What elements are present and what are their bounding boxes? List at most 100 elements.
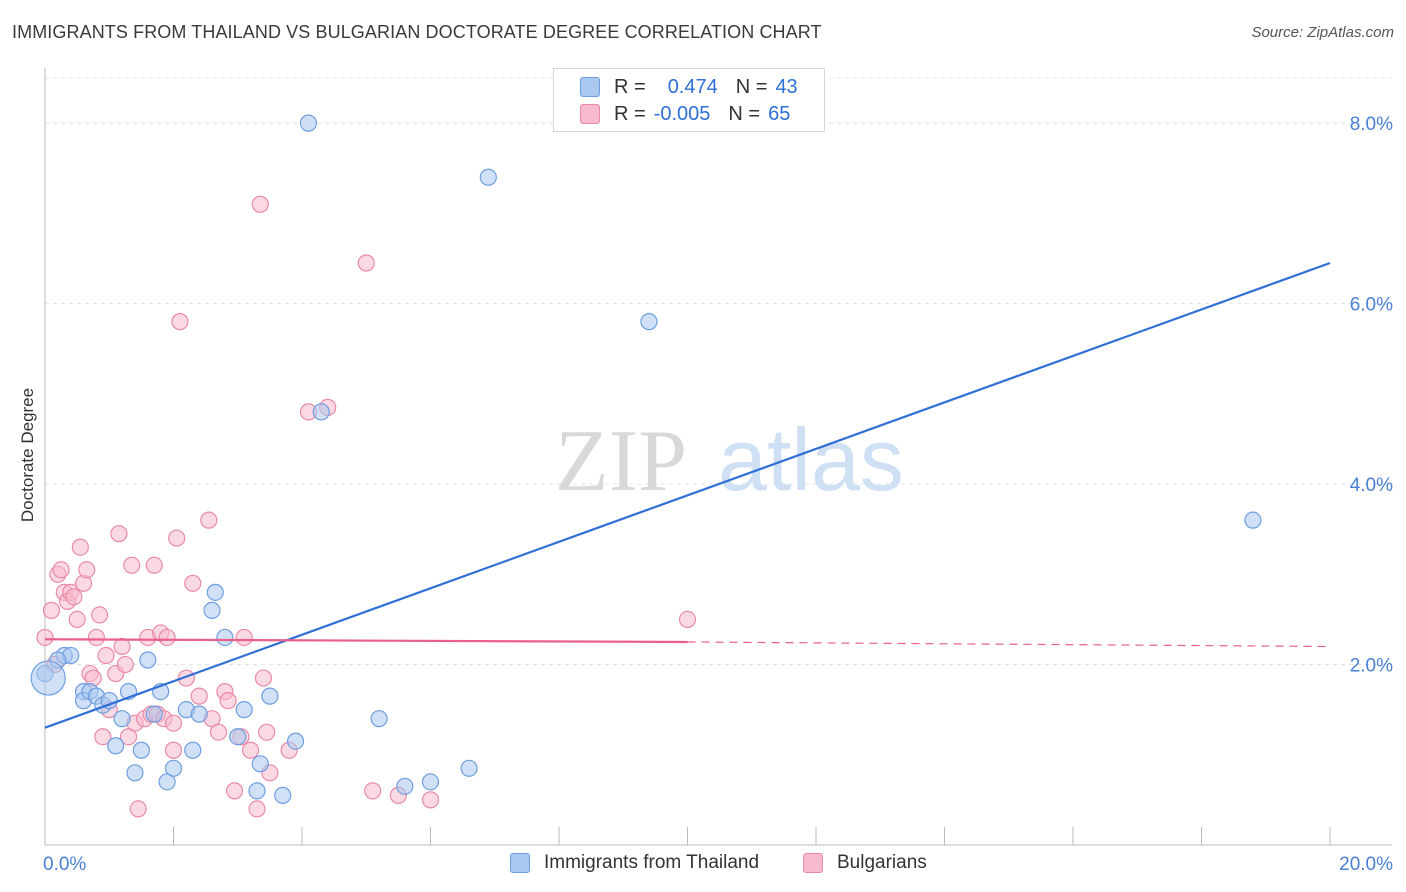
point-thailand bbox=[164, 759, 183, 777]
legend-row-bulgarians: R = -0.005 N = 65 bbox=[580, 102, 790, 126]
legend-item-thailand[interactable]: Immigrants from Thailand bbox=[510, 852, 759, 874]
point-thailand bbox=[640, 313, 658, 331]
point-thailand bbox=[396, 777, 414, 795]
point-thailand bbox=[274, 786, 292, 804]
legend-n-label: N = bbox=[735, 75, 768, 98]
trend-line-thailand bbox=[44, 261, 1331, 729]
legend-row-thailand: R = 0.474 N = 43 bbox=[580, 75, 798, 99]
point-bulgarians bbox=[36, 628, 54, 647]
point-bulgarians bbox=[52, 561, 70, 579]
x-tick-label-max: 20.0% bbox=[1339, 854, 1393, 875]
watermark-atlas: atlas bbox=[718, 410, 904, 509]
point-bulgarians bbox=[678, 610, 697, 629]
point-thailand bbox=[479, 168, 497, 186]
watermark-zip: ZIP bbox=[555, 413, 687, 510]
point-thailand bbox=[261, 687, 279, 705]
point-bulgarians bbox=[65, 588, 83, 606]
y-tick-label: 6.0% bbox=[1350, 295, 1393, 316]
y-tick-label: 2.0% bbox=[1350, 656, 1393, 677]
trend-line-bulgarians bbox=[44, 638, 688, 644]
point-bulgarians bbox=[71, 538, 89, 556]
point-thailand bbox=[206, 583, 224, 601]
point-thailand bbox=[421, 773, 440, 791]
axes bbox=[44, 68, 1392, 846]
trend-line-bulgarians-extension bbox=[687, 641, 1331, 648]
point-thailand bbox=[1244, 511, 1262, 529]
point-bulgarians bbox=[225, 782, 244, 800]
point-bulgarians bbox=[258, 723, 276, 741]
point-bulgarians bbox=[97, 646, 115, 665]
source-label: Source: ZipAtlas.com bbox=[1251, 24, 1394, 41]
point-bulgarians bbox=[110, 525, 128, 543]
point-thailand bbox=[248, 782, 266, 800]
point-thailand bbox=[126, 764, 144, 782]
point-bulgarians bbox=[184, 574, 202, 592]
x-tick-label-min: 0.0% bbox=[43, 854, 86, 875]
legend-swatch-thailand bbox=[510, 853, 530, 873]
point-thailand bbox=[460, 759, 478, 777]
point-bulgarians bbox=[190, 687, 208, 705]
point-bulgarians bbox=[248, 800, 266, 818]
series-legend: Immigrants from Thailand Bulgarians bbox=[0, 852, 1406, 878]
legend-swatch-thailand bbox=[580, 77, 600, 97]
point-thailand bbox=[229, 728, 247, 746]
point-thailand bbox=[132, 741, 150, 759]
grid-lines bbox=[45, 77, 1392, 666]
point-thailand bbox=[286, 732, 305, 750]
legend-r-label: R = bbox=[614, 102, 646, 125]
legend-n-value: 43 bbox=[775, 75, 798, 98]
chart-title: IMMIGRANTS FROM THAILAND VS BULGARIAN DO… bbox=[12, 22, 822, 42]
trend-lines bbox=[44, 261, 1331, 729]
point-bulgarians bbox=[68, 610, 86, 629]
legend-item-bulgarians[interactable]: Bulgarians bbox=[803, 852, 927, 874]
legend-label-thailand: Immigrants from Thailand bbox=[544, 852, 760, 873]
point-bulgarians bbox=[145, 556, 163, 574]
point-bulgarians bbox=[357, 254, 375, 272]
point-thailand bbox=[251, 755, 269, 773]
point-bulgarians bbox=[254, 669, 273, 687]
point-bulgarians bbox=[242, 741, 260, 759]
point-thailand bbox=[299, 114, 318, 132]
point-thailand bbox=[184, 741, 202, 759]
point-bulgarians bbox=[200, 511, 218, 529]
point-bulgarians bbox=[87, 628, 106, 647]
point-thailand bbox=[370, 710, 388, 728]
point-bulgarians bbox=[164, 741, 183, 759]
point-bulgarians bbox=[94, 728, 112, 746]
point-thailand bbox=[30, 660, 66, 696]
point-bulgarians bbox=[158, 628, 176, 647]
point-bulgarians bbox=[91, 606, 109, 624]
point-bulgarians bbox=[123, 556, 141, 574]
y-tick-label: 8.0% bbox=[1350, 114, 1393, 135]
point-bulgarians bbox=[116, 655, 134, 674]
tick-labels: 2.0% 4.0% 6.0% 8.0% 0.0% 20.0% bbox=[43, 114, 1393, 875]
point-bulgarians bbox=[235, 628, 253, 647]
point-bulgarians bbox=[421, 791, 440, 809]
legend-r-label: R = bbox=[614, 75, 646, 98]
point-bulgarians bbox=[171, 313, 189, 331]
legend-label-bulgarians: Bulgarians bbox=[837, 852, 927, 873]
legend-swatch-bulgarians bbox=[580, 104, 600, 124]
legend-n-value: 65 bbox=[768, 102, 791, 125]
legend-r-value: -0.005 bbox=[653, 102, 711, 125]
point-thailand bbox=[113, 710, 131, 728]
legend-n-label: N = bbox=[728, 102, 761, 125]
point-bulgarians bbox=[168, 529, 186, 547]
point-bulgarians bbox=[251, 195, 269, 213]
point-thailand bbox=[145, 705, 163, 723]
point-thailand bbox=[312, 403, 330, 421]
point-bulgarians bbox=[129, 800, 147, 818]
point-thailand bbox=[203, 601, 221, 619]
point-thailand bbox=[190, 705, 208, 723]
y-tick-label: 4.0% bbox=[1350, 475, 1393, 496]
point-bulgarians bbox=[164, 714, 183, 732]
point-bulgarians bbox=[209, 723, 228, 741]
correlation-legend: R = 0.474 N = 43 R = -0.005 N = 65 bbox=[553, 68, 825, 132]
point-thailand bbox=[139, 651, 157, 669]
point-thailand bbox=[107, 737, 125, 755]
point-bulgarians bbox=[364, 782, 382, 800]
legend-r-value: 0.474 bbox=[667, 75, 718, 98]
point-bulgarians bbox=[219, 692, 237, 710]
point-thailand bbox=[216, 628, 234, 647]
